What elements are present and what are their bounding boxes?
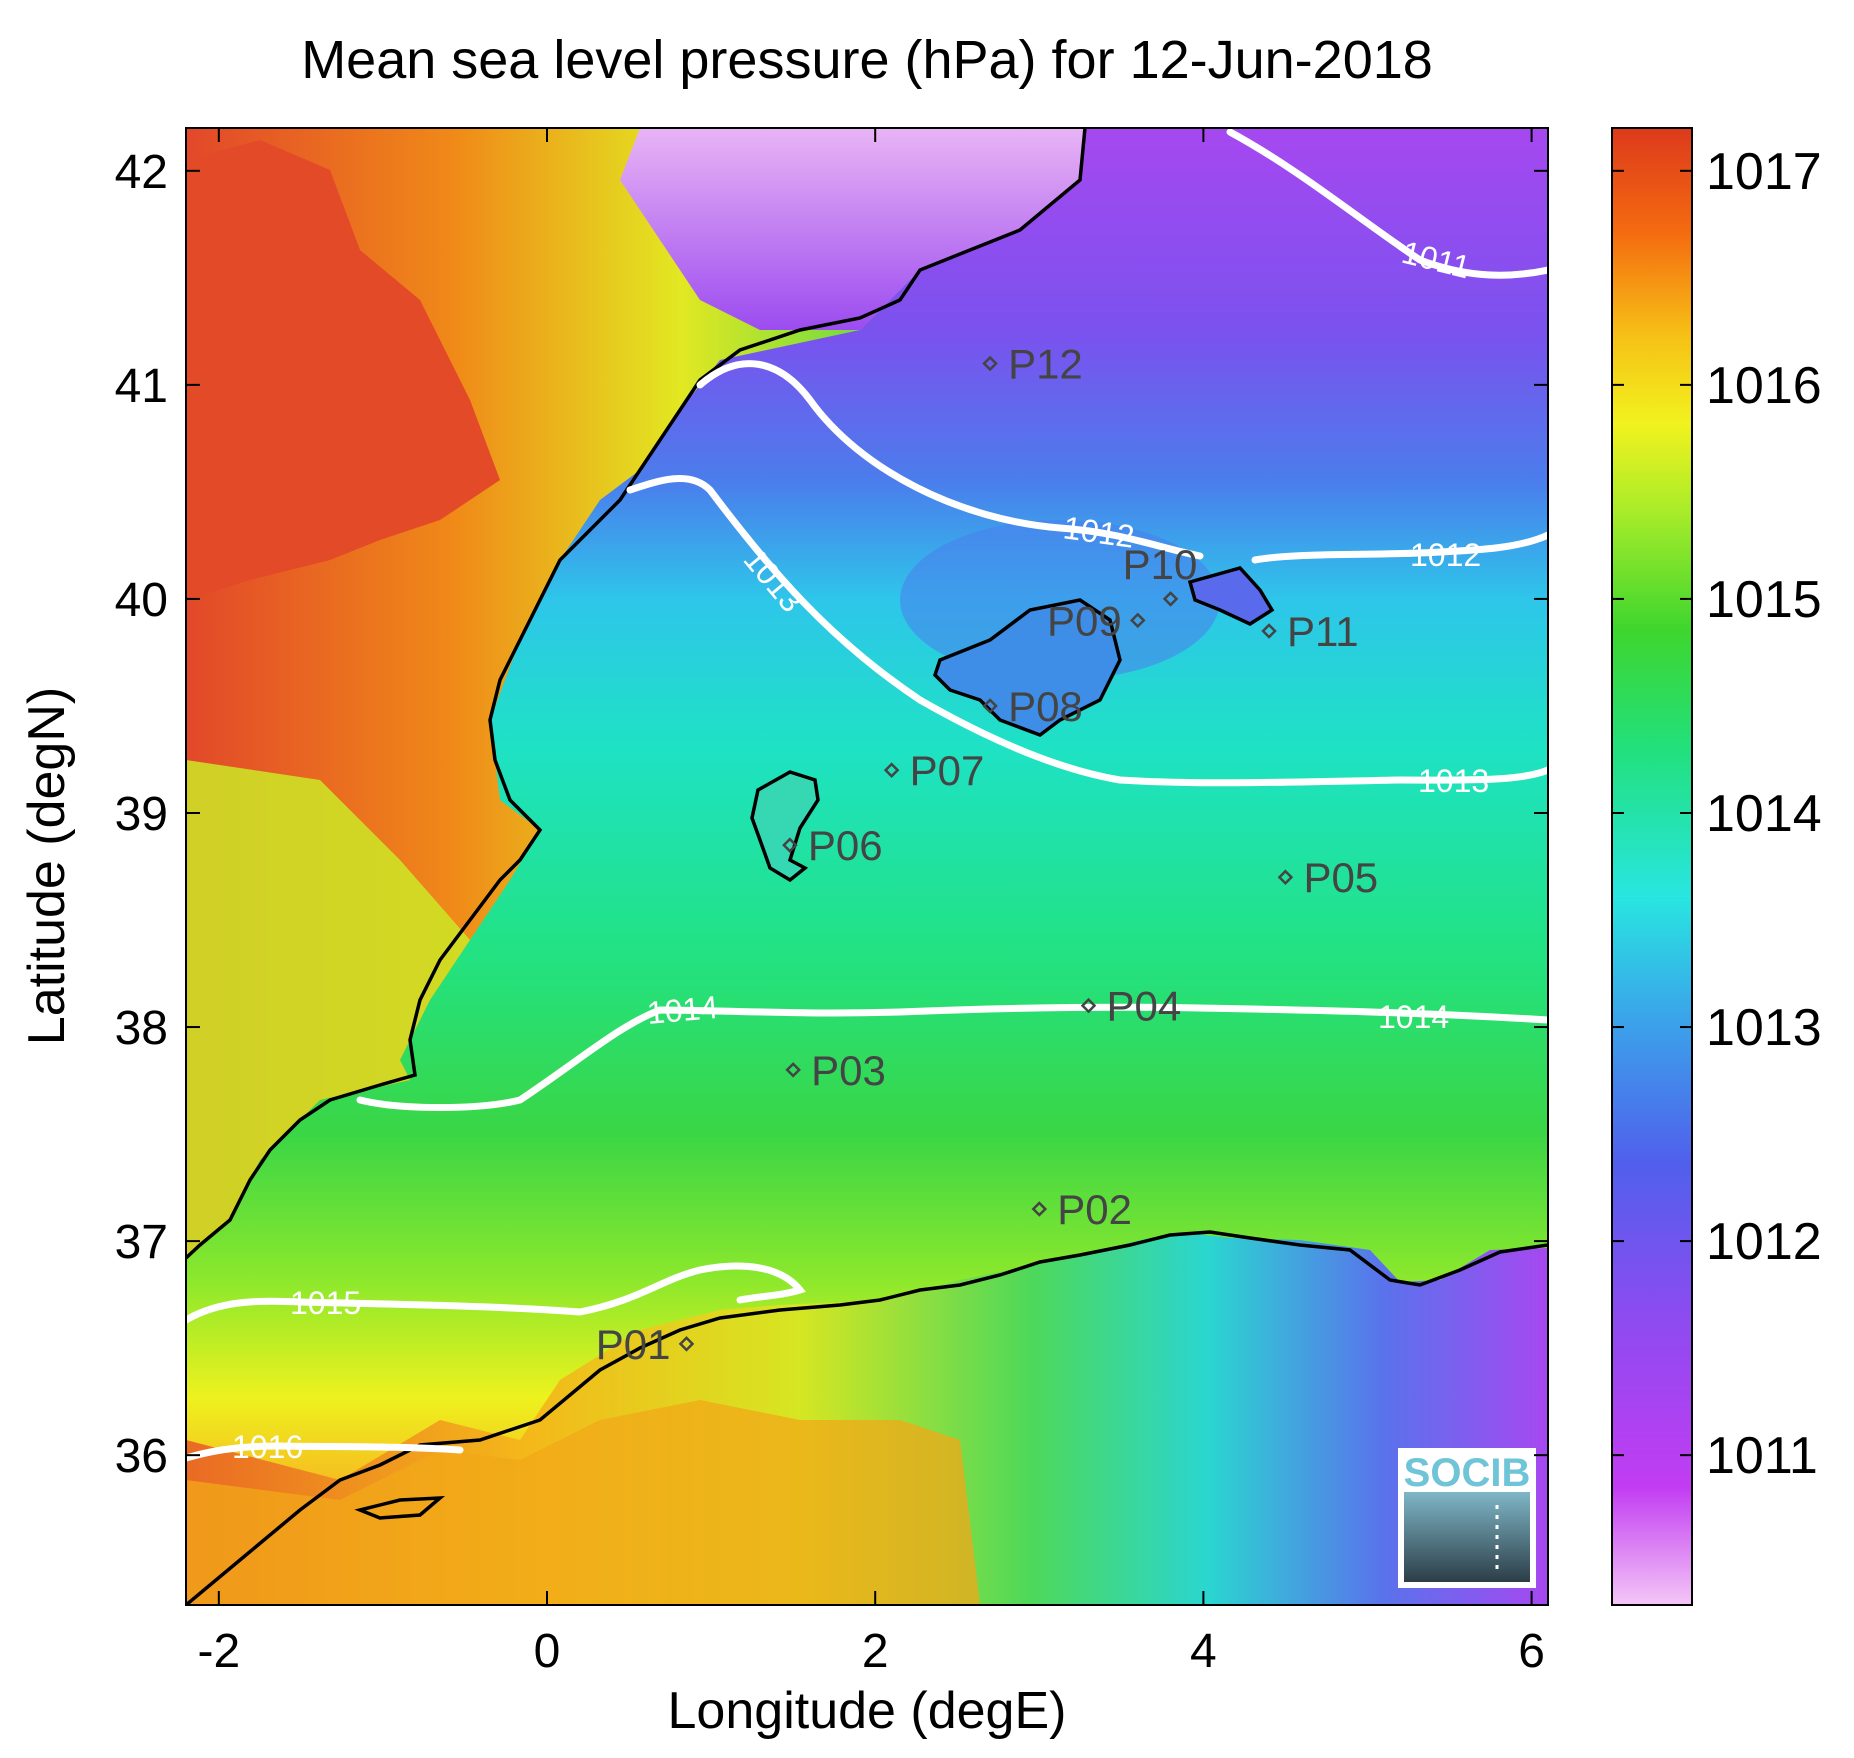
station-label: P01 xyxy=(596,1321,671,1368)
station-label: P08 xyxy=(1008,683,1083,730)
x-tick-label: 4 xyxy=(1190,1625,1217,1678)
isobar-label-1015: 1015 xyxy=(290,1285,361,1321)
station-marker xyxy=(785,1062,801,1078)
colorbar-ticks: 1011 1012 1013 1014 1015 1016 1017 xyxy=(1612,143,1822,1485)
x-axis-ticks: -2 0 2 4 6 xyxy=(197,128,1545,1678)
isobar-1016 xyxy=(186,1442,464,1462)
y-tick-label: 40 xyxy=(115,574,168,627)
coastlines xyxy=(186,128,1548,1605)
colorbar-tick-label: 1012 xyxy=(1706,1213,1822,1271)
station-label: P07 xyxy=(910,747,985,794)
coastline-africa-inlet xyxy=(354,1495,446,1520)
y-axis-ticks: 36 37 38 39 40 41 42 xyxy=(115,146,1548,1483)
station-marker xyxy=(1162,591,1179,607)
isobar-label-1016: 1016 xyxy=(232,1429,303,1465)
isobar-label-1014-b: 1014 xyxy=(1378,999,1449,1035)
colorbar-tick-label: 1014 xyxy=(1706,785,1822,843)
pressure-field xyxy=(186,128,1548,1605)
coastline-iberia xyxy=(186,128,1087,1260)
coastline-ibiza xyxy=(750,770,820,883)
station-marker xyxy=(1031,1201,1048,1217)
station-marker xyxy=(982,355,998,372)
y-tick-label: 38 xyxy=(115,1002,168,1055)
isobar-1015 xyxy=(186,1262,806,1324)
isobar-1014 xyxy=(356,1003,1548,1111)
x-tick-label: -2 xyxy=(197,1625,240,1678)
colorbar-tick-label: 1015 xyxy=(1706,571,1822,629)
station-label: P10 xyxy=(1123,541,1198,588)
colorbar-tick-label: 1013 xyxy=(1706,999,1822,1057)
station-marker xyxy=(1277,869,1294,885)
station-label: P12 xyxy=(1008,340,1083,387)
logo-text: SOCIB xyxy=(1404,1451,1531,1495)
y-tick-label: 41 xyxy=(115,360,168,413)
se-iberia-land xyxy=(186,760,470,1260)
x-tick-label: 0 xyxy=(534,1625,561,1678)
station-marker xyxy=(1080,997,1097,1014)
isobar-1013 xyxy=(626,474,1548,787)
isobar-1012-a xyxy=(696,360,1204,560)
coastline-africa xyxy=(186,1230,1548,1605)
meseta-hot xyxy=(186,140,500,600)
station-label: P05 xyxy=(1303,854,1378,901)
station-marker xyxy=(883,762,900,778)
station-label: P09 xyxy=(1047,597,1122,644)
isobar-1012-b xyxy=(1251,531,1548,564)
isobar-label-1014-a: 1014 xyxy=(645,989,719,1031)
station-label: P04 xyxy=(1107,983,1182,1030)
coastline-menorca xyxy=(1187,566,1275,626)
colorbar-tick-label: 1016 xyxy=(1706,357,1822,415)
x-axis-label: Longitude (degE) xyxy=(668,1682,1067,1740)
station-label: P02 xyxy=(1057,1186,1132,1233)
station-label: P06 xyxy=(808,822,883,869)
y-axis-label: Latitude (degN) xyxy=(18,687,76,1045)
station-marker xyxy=(1261,623,1277,639)
colorbar-tick-label: 1017 xyxy=(1706,143,1822,201)
colorbar-tick-label: 1011 xyxy=(1706,1427,1818,1485)
y-tick-label: 42 xyxy=(115,146,168,199)
plot-frame xyxy=(185,127,1549,1606)
isobar-label-1012-b: 1012 xyxy=(1410,537,1481,573)
station-marker xyxy=(1129,612,1146,629)
chart-title: Mean sea level pressure (hPa) for 12-Jun… xyxy=(301,30,1433,90)
station-label: P11 xyxy=(1287,608,1359,655)
x-tick-label: 6 xyxy=(1518,1625,1545,1678)
x-tick-label: 2 xyxy=(862,1625,889,1678)
y-tick-label: 39 xyxy=(115,788,168,841)
isobar-label-1013-b: 1013 xyxy=(1418,763,1489,799)
y-tick-label: 36 xyxy=(115,1430,168,1483)
station-marker xyxy=(678,1336,695,1352)
colorbar xyxy=(1611,127,1693,1606)
africa-warm-band xyxy=(186,1400,980,1605)
coastline-mallorca xyxy=(932,598,1122,737)
isobars xyxy=(186,128,1548,1462)
station-label: P03 xyxy=(811,1047,886,1094)
balearic-cool xyxy=(900,520,1220,680)
pyrenees-land xyxy=(620,128,1085,330)
isobar-1011 xyxy=(1226,128,1548,279)
station-marker xyxy=(782,837,798,853)
y-tick-label: 37 xyxy=(115,1216,168,1269)
station-marker xyxy=(982,698,998,714)
ibiza-land xyxy=(752,772,818,880)
socib-logo: SOCIB xyxy=(1398,1448,1536,1588)
